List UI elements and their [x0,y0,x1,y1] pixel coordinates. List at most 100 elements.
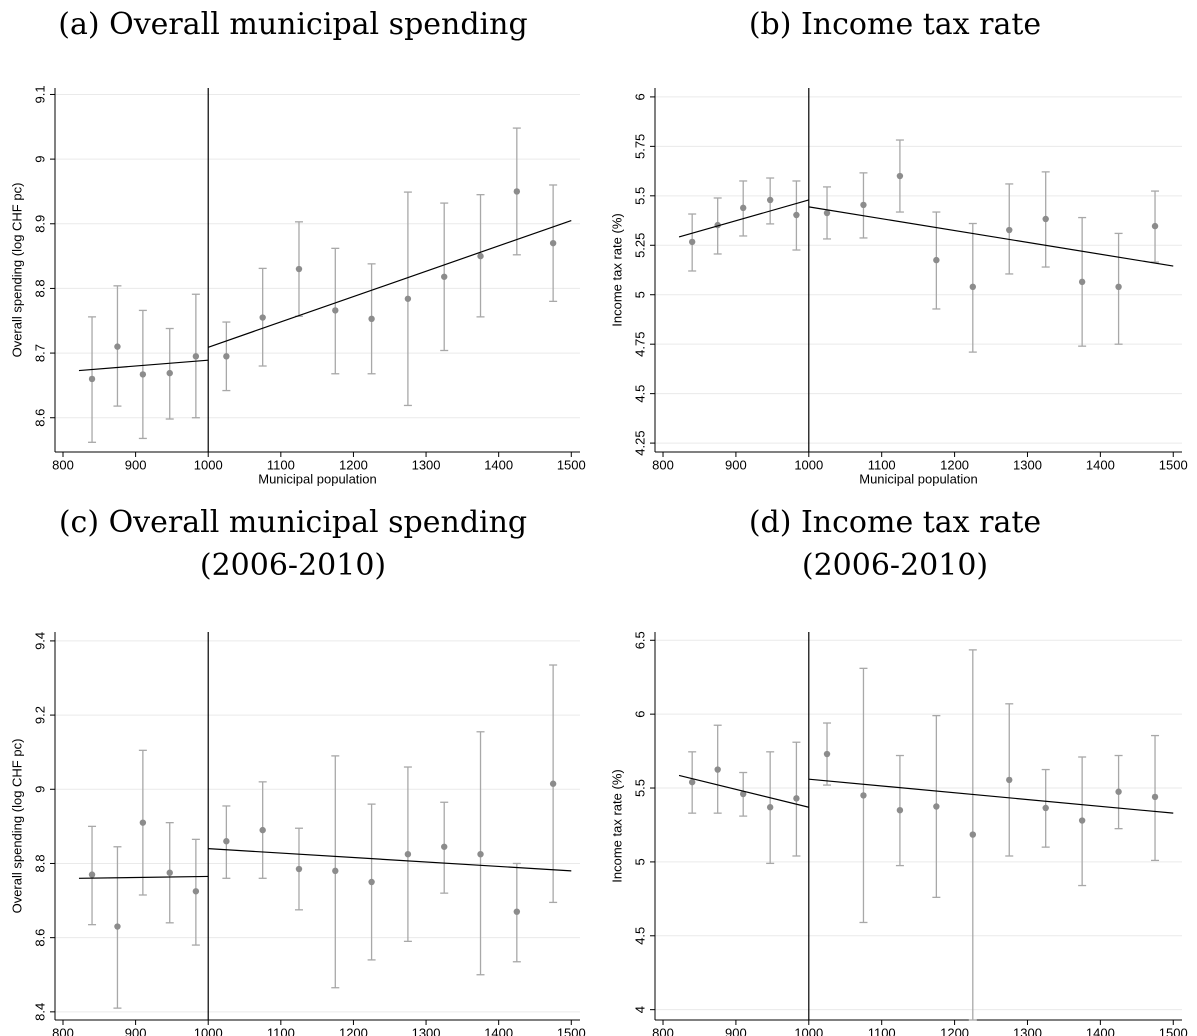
x-tick-label: 1500 [1159,1025,1188,1036]
y-axis-label: Income tax rate (%) [609,769,624,882]
panel-title: (d) Income tax rate [749,505,1041,540]
x-tick-label: 1200 [940,1025,969,1036]
point [332,867,339,875]
point [1151,793,1159,801]
point [139,819,147,826]
point [114,343,121,350]
y-tick-label: 4.75 [632,332,647,357]
panel-title: (2006-2010) [802,548,988,583]
x-tick-label: 1000 [194,457,223,472]
x-tick-label: 800 [652,457,674,472]
point [1115,283,1122,291]
point [766,804,774,811]
y-tick-label: 5.5 [632,187,647,205]
y-tick-label: 6.5 [632,631,647,649]
x-tick-label: 1200 [339,457,368,472]
point [969,283,977,291]
x-tick-label: 1100 [267,457,295,472]
point [860,792,867,799]
point [793,211,800,219]
point [860,201,867,209]
point [549,239,557,247]
y-tick-label: 5 [632,858,647,865]
point [223,353,230,360]
fit-line [78,875,209,879]
point [688,778,696,786]
point [793,795,800,802]
y-tick-label: 4 [632,1006,647,1013]
y-tick-label: 8.7 [32,344,47,362]
y-axis-label: Overall spending (log CHF pc) [9,739,24,914]
fit-line [808,778,1174,814]
point [739,790,747,798]
point [549,780,557,787]
point [823,209,831,217]
y-tick-label: 6 [632,93,647,100]
point [714,766,721,773]
y-tick-label: 9 [32,156,47,163]
y-tick-label: 5.25 [632,233,647,258]
point [114,923,121,930]
x-axis-label: Municipal population [859,471,978,486]
point [404,850,412,858]
point [441,273,448,280]
x-tick-label: 1400 [484,457,513,472]
y-tick-label: 9.1 [32,85,47,103]
fit-line [78,359,209,372]
point [1006,226,1013,234]
x-tick-label: 800 [52,1025,74,1036]
point [896,806,904,814]
point [513,908,521,915]
point [259,314,266,321]
y-tick-label: 9.4 [32,632,47,650]
point [477,252,484,260]
x-tick-label: 900 [125,1025,147,1036]
point [139,371,147,378]
point [441,843,448,850]
point [295,265,303,273]
fit-line [678,774,809,808]
x-tick-label: 800 [52,457,74,472]
point [766,196,774,204]
x-tick-label: 1400 [484,1025,513,1036]
point [933,803,940,810]
y-axis-label: Overall spending (log CHF pc) [9,183,24,358]
x-tick-label: 1100 [267,1025,295,1036]
point [192,353,200,360]
point [368,315,375,323]
point [969,831,977,838]
point [1078,278,1086,286]
y-tick-label: 8.9 [32,215,47,233]
x-tick-label: 900 [725,1025,747,1036]
x-tick-label: 1000 [794,457,823,472]
x-tick-label: 1500 [557,457,586,472]
panel-title: (a) Overall municipal spending [58,7,527,42]
y-tick-label: 8.8 [32,854,47,872]
x-tick-label: 1000 [194,1025,223,1036]
y-tick-label: 4.5 [632,927,647,945]
panel-title: (c) Overall municipal spending [59,505,527,540]
point [1078,817,1086,824]
x-tick-label: 1300 [412,457,441,472]
point [223,838,230,845]
point [192,888,200,895]
x-tick-label: 1400 [1086,457,1115,472]
y-tick-label: 8.6 [32,409,47,427]
y-axis-label: Income tax rate (%) [609,213,624,326]
x-tick-label: 1200 [940,457,969,472]
point [166,869,173,876]
point [933,256,940,264]
x-tick-label: 1500 [1159,457,1188,472]
x-tick-label: 1100 [868,457,896,472]
point [404,295,412,302]
fit-line [208,219,572,348]
panel-title: (2006-2010) [200,548,386,583]
point [295,865,303,873]
x-tick-label: 900 [725,457,747,472]
x-tick-label: 1400 [1086,1025,1115,1036]
x-tick-label: 1300 [1013,457,1042,472]
point [259,826,266,834]
y-tick-label: 8.8 [32,279,47,297]
panel-title: (b) Income tax rate [749,7,1041,42]
point [332,307,339,314]
